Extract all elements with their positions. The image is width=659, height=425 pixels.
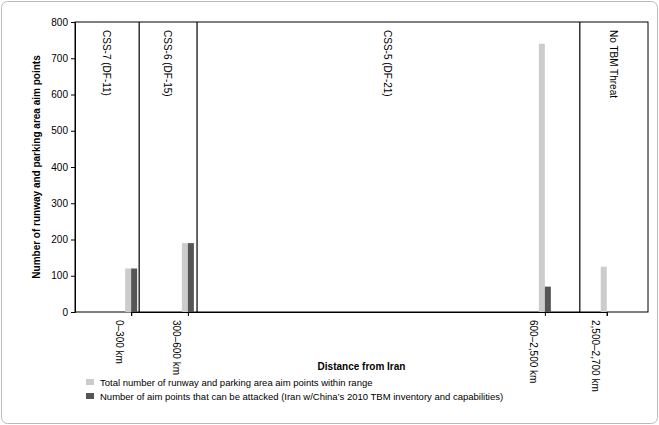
- legend: Total number of runway and parking area …: [86, 377, 503, 402]
- region-label: CSS-6 (DF-15): [162, 30, 173, 97]
- y-tick: 300: [51, 198, 75, 209]
- y-axis-title: Number of runway and parking area aim po…: [31, 55, 42, 279]
- y-tick-mark: [71, 312, 75, 313]
- y-tick: 700: [51, 53, 75, 64]
- x-axis-line: [132, 313, 608, 317]
- x-tick: 2,500–2,700 km: [590, 312, 608, 392]
- y-tick: 100: [51, 270, 75, 281]
- y-tick-label: 800: [51, 17, 68, 28]
- x-tick-label: 0–300 km: [114, 320, 125, 364]
- bar: [539, 44, 545, 312]
- region-label: CSS-5 (DF-21): [382, 30, 393, 97]
- legend-label: Number of aim points that can be attacke…: [100, 391, 503, 402]
- y-tick-mark: [71, 167, 75, 168]
- y-tick-label: 200: [51, 234, 68, 245]
- y-tick-label: 300: [51, 198, 68, 209]
- y-tick-mark: [71, 240, 75, 241]
- y-tick-label: 500: [51, 125, 68, 136]
- legend-label: Total number of runway and parking area …: [100, 377, 373, 388]
- x-tick: 300–600 km: [171, 312, 189, 375]
- bar: [188, 243, 194, 312]
- x-tick-mark: [188, 312, 189, 316]
- legend-swatch: [86, 393, 94, 399]
- x-axis-title: Distance from Iran: [318, 361, 406, 372]
- bar: [601, 267, 607, 312]
- x-tick-label: 600–2,500 km: [528, 320, 539, 383]
- y-tick: 400: [51, 162, 75, 173]
- bars: [125, 44, 607, 312]
- region-divider: [196, 22, 197, 312]
- y-tick-label: 400: [51, 162, 68, 173]
- bar: [545, 287, 551, 312]
- y-tick-mark: [71, 22, 75, 23]
- legend-swatch: [86, 379, 94, 385]
- y-axis-line: [71, 23, 76, 313]
- y-tick-mark: [71, 95, 75, 96]
- outer-border: [2, 2, 658, 424]
- plot-frame: [75, 22, 648, 312]
- y-tick: 500: [51, 125, 75, 136]
- y-tick-mark: [71, 276, 75, 277]
- y-tick-mark: [71, 58, 75, 59]
- y-tick-label: 600: [51, 89, 68, 100]
- bar: [125, 269, 131, 313]
- chart: CSS-7 (DF-11) CSS-6 (DF-15) CSS-5 (DF-21) N…: [0, 0, 659, 425]
- region-label: CSS-7 (DF-11): [101, 30, 112, 96]
- x-tick-mark: [545, 312, 546, 316]
- x-tick-mark: [131, 312, 132, 316]
- region-divider: [579, 22, 580, 312]
- region-label: No TBM Threat: [608, 30, 619, 98]
- x-tick-label: 2,500–2,700 km: [590, 320, 601, 392]
- x-tick-mark: [607, 312, 608, 316]
- y-tick: 0: [62, 307, 75, 318]
- x-tick: 600–2,500 km: [528, 312, 546, 383]
- region-divider: [139, 22, 140, 312]
- y-tick-label: 700: [51, 53, 68, 64]
- bar: [182, 243, 188, 312]
- y-tick: 600: [51, 89, 75, 100]
- x-tick-label: 300–600 km: [171, 320, 182, 375]
- y-tick: 200: [51, 234, 75, 245]
- y-tick: 800: [51, 17, 75, 28]
- x-tick: 0–300 km: [114, 312, 132, 364]
- y-tick-label: 0: [62, 307, 68, 318]
- y-tick-mark: [71, 203, 75, 204]
- y-axis: 0 100 200 300 400 500 600 700 800: [51, 17, 75, 318]
- bar: [131, 269, 137, 313]
- y-tick-mark: [71, 131, 75, 132]
- y-tick-label: 100: [51, 270, 68, 281]
